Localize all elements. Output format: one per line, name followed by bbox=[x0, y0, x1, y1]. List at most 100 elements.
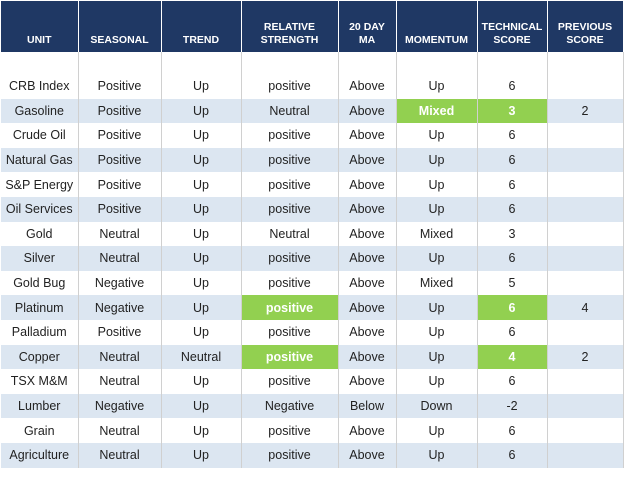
cell: Up bbox=[161, 246, 242, 271]
cell: 6 bbox=[477, 369, 548, 394]
cell: Up bbox=[396, 442, 478, 468]
table-row: CRB Index Positive Up positive Above Up 6 bbox=[1, 74, 624, 99]
cell: Above bbox=[338, 295, 397, 320]
table-row: Copper Neutral Neutral positive Above Up 4 2 bbox=[1, 344, 624, 370]
technical-table: UNIT SEASONAL TREND RELATIVE STRENGTH 20 DAY… bbox=[1, 1, 624, 468]
column-header: TREND bbox=[161, 1, 242, 52]
cell: Above bbox=[338, 319, 397, 345]
table-row: Grain Neutral Up positive Above Up 6 bbox=[1, 418, 624, 443]
column-header: PREVIOUS SCORE bbox=[547, 1, 624, 52]
cell: Mixed bbox=[396, 221, 478, 247]
cell: Up bbox=[161, 369, 242, 394]
cell: Up bbox=[396, 172, 478, 197]
cell: 6 bbox=[477, 418, 548, 443]
unit-cell: Oil Services bbox=[1, 196, 79, 222]
cell: Above bbox=[338, 221, 397, 247]
cell: Up bbox=[396, 74, 478, 99]
column-header: 20 DAY MA bbox=[338, 1, 397, 52]
cell: positive bbox=[241, 246, 339, 271]
table-row: S&P Energy Positive Up positive Above Up 6 bbox=[1, 172, 624, 197]
empty-cell bbox=[547, 147, 624, 173]
cell: Above bbox=[338, 172, 397, 197]
cell: positive bbox=[241, 172, 339, 197]
cell: Positive bbox=[78, 98, 162, 124]
cell: Positive bbox=[78, 123, 162, 148]
unit-cell: CRB Index bbox=[1, 74, 79, 99]
cell: Up bbox=[161, 123, 242, 148]
cell: positive bbox=[241, 270, 339, 296]
unit-cell: Palladium bbox=[1, 319, 79, 345]
column-header: UNIT bbox=[1, 1, 79, 52]
cell: 6 bbox=[477, 319, 548, 345]
table-row: Lumber Negative Up Negative Below Down -2 bbox=[1, 393, 624, 419]
cell: positive bbox=[241, 196, 339, 222]
cell: positive bbox=[241, 442, 339, 468]
spacer-row bbox=[1, 52, 624, 74]
cell: Up bbox=[161, 393, 242, 419]
unit-cell: Agriculture bbox=[1, 442, 79, 468]
cell: Below bbox=[338, 393, 397, 419]
cell: Neutral bbox=[78, 344, 162, 370]
table-row: TSX M&M Neutral Up positive Above Up 6 bbox=[1, 369, 624, 394]
table-row: Gasoline Positive Up Neutral Above Mixed 3 2 bbox=[1, 98, 624, 124]
cell: Up bbox=[161, 172, 242, 197]
column-header: RELATIVE STRENGTH bbox=[241, 1, 339, 52]
cell: 4 bbox=[547, 295, 624, 320]
cell: Neutral bbox=[78, 369, 162, 394]
cell: Above bbox=[338, 369, 397, 394]
cell: positive bbox=[241, 369, 339, 394]
cell: -2 bbox=[477, 393, 548, 419]
cell: 6 bbox=[477, 74, 548, 99]
cell: 4 bbox=[477, 344, 548, 370]
cell: 6 bbox=[477, 442, 548, 468]
cell: 6 bbox=[477, 196, 548, 222]
column-header: SEASONAL bbox=[78, 1, 162, 52]
unit-cell: Gasoline bbox=[1, 98, 79, 124]
empty-cell bbox=[547, 123, 624, 148]
cell: Up bbox=[396, 147, 478, 173]
unit-cell: Gold bbox=[1, 221, 79, 247]
table-row: Silver Neutral Up positive Above Up 6 bbox=[1, 246, 624, 271]
cell: Up bbox=[161, 147, 242, 173]
cell: Neutral bbox=[241, 98, 339, 124]
unit-cell: Copper bbox=[1, 344, 79, 370]
cell: Above bbox=[338, 123, 397, 148]
cell: Neutral bbox=[78, 221, 162, 247]
cell: 5 bbox=[477, 270, 548, 296]
cell: Mixed bbox=[396, 270, 478, 296]
unit-cell: Gold Bug bbox=[1, 270, 79, 296]
empty-cell bbox=[477, 52, 548, 74]
empty-cell bbox=[547, 442, 624, 468]
cell: Up bbox=[396, 369, 478, 394]
cell: positive bbox=[241, 295, 339, 320]
unit-cell: Platinum bbox=[1, 295, 79, 320]
cell: 6 bbox=[477, 172, 548, 197]
cell: Above bbox=[338, 270, 397, 296]
cell: Down bbox=[396, 393, 478, 419]
empty-cell bbox=[547, 221, 624, 247]
table-row: Natural Gas Positive Up positive Above Up 6 bbox=[1, 147, 624, 173]
unit-cell: S&P Energy bbox=[1, 172, 79, 197]
cell: Above bbox=[338, 74, 397, 99]
cell: positive bbox=[241, 74, 339, 99]
table-row: Platinum Negative Up positive Above Up 6 4 bbox=[1, 295, 624, 320]
table-row: Agriculture Neutral Up positive Above Up 6 bbox=[1, 442, 624, 468]
cell: Above bbox=[338, 147, 397, 173]
cell: Up bbox=[396, 319, 478, 345]
cell: positive bbox=[241, 123, 339, 148]
cell: Up bbox=[396, 418, 478, 443]
empty-cell bbox=[338, 52, 397, 74]
cell: Above bbox=[338, 98, 397, 124]
table-row: Palladium Positive Up positive Above Up 6 bbox=[1, 319, 624, 345]
cell: 2 bbox=[547, 98, 624, 124]
unit-cell: Grain bbox=[1, 418, 79, 443]
cell: Mixed bbox=[396, 98, 478, 124]
empty-cell bbox=[547, 172, 624, 197]
cell: 3 bbox=[477, 98, 548, 124]
cell: Neutral bbox=[241, 221, 339, 247]
empty-cell bbox=[161, 52, 242, 74]
empty-cell bbox=[396, 52, 478, 74]
cell: Neutral bbox=[78, 246, 162, 271]
cell: Up bbox=[161, 442, 242, 468]
